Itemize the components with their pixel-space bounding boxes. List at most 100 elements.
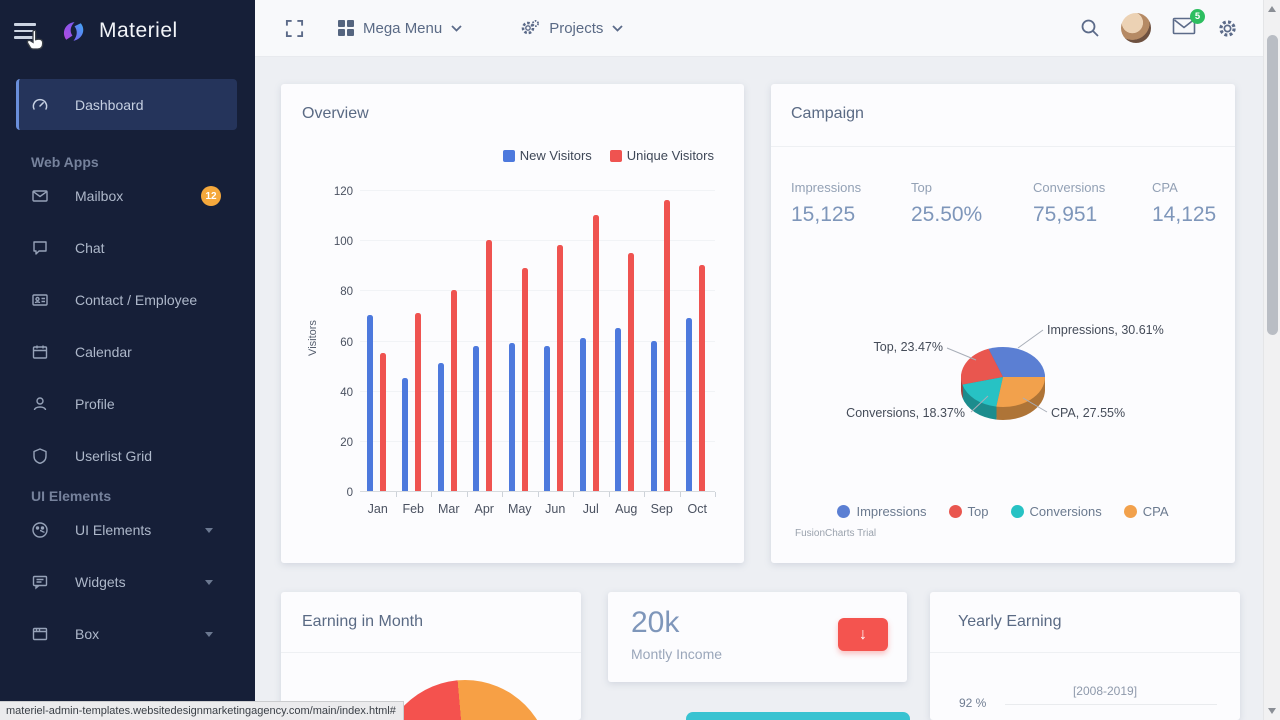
legend-item-top[interactable]: Top xyxy=(948,504,989,519)
gridline xyxy=(360,190,715,191)
bar-new-visitors xyxy=(402,378,409,491)
axis-tick xyxy=(537,492,539,497)
user-avatar[interactable] xyxy=(1121,13,1151,43)
fusioncharts-watermark[interactable]: FusionCharts Trial xyxy=(795,528,877,539)
sidebar-item-widgets[interactable]: Widgets xyxy=(0,556,255,608)
gridline xyxy=(360,440,715,442)
sidebar-item-userlist-grid[interactable]: Userlist Grid xyxy=(0,430,255,482)
sidebar-item-dashboard[interactable]: Dashboard xyxy=(16,79,237,130)
bar-unique-visitors xyxy=(521,267,528,491)
settings-gear-icon[interactable] xyxy=(1217,18,1238,39)
bar-unique-visitors xyxy=(699,265,706,491)
axis-tick xyxy=(608,492,610,497)
scroll-up-arrow[interactable] xyxy=(1268,6,1276,12)
divider xyxy=(281,652,581,653)
topbar: Mega Menu Projects 5 xyxy=(255,0,1263,57)
legend-label: New Visitors xyxy=(519,148,592,163)
stat-value: 75,951 xyxy=(1033,203,1098,226)
gridline xyxy=(1005,704,1217,705)
legend-item-cpa[interactable]: CPA xyxy=(1123,504,1169,519)
axis-tick xyxy=(573,492,574,497)
sidebar-item-label: Profile xyxy=(75,396,115,412)
overview-card: Overview New Visitors Unique Visitors Vi… xyxy=(281,84,744,563)
year-range-label: [2008-2019] xyxy=(1072,684,1138,698)
bar-chart-plot xyxy=(360,190,716,497)
x-tick-label: Mar xyxy=(437,502,460,516)
palette-icon xyxy=(32,522,48,538)
bar-unique-visitors xyxy=(486,240,493,491)
x-tick-label: Jun xyxy=(545,502,566,516)
legend-item-conversions[interactable]: Conversions xyxy=(1010,504,1102,519)
legend-label: Unique Visitors xyxy=(626,148,714,163)
scrollbar[interactable] xyxy=(1263,0,1280,720)
sidebar-item-label: Contact / Employee xyxy=(75,292,198,308)
bar-new-visitors xyxy=(544,345,551,491)
pie-label-impressions: Impressions, 30.61% xyxy=(1047,323,1164,337)
mega-menu-dropdown[interactable]: Mega Menu xyxy=(338,20,462,37)
fullscreen-icon[interactable] xyxy=(285,19,304,38)
search-icon[interactable] xyxy=(1080,18,1100,38)
mailbox-badge: 12 xyxy=(201,186,221,206)
stat-cpa: CPA 14,125 xyxy=(1152,180,1216,227)
axis-tick xyxy=(502,492,503,497)
sidebar-item-mailbox[interactable]: Mailbox 12 xyxy=(0,170,255,222)
gridline xyxy=(360,290,715,292)
sidebar-item-chat[interactable]: Chat xyxy=(0,222,255,274)
pie-chart xyxy=(946,329,1048,420)
messages-button[interactable]: 5 xyxy=(1172,8,1205,40)
sidebar-item-label: UI Elements xyxy=(75,522,152,538)
legend-item-new-visitors[interactable]: New Visitors xyxy=(502,148,592,163)
box-icon xyxy=(32,627,48,641)
legend-dot xyxy=(948,505,962,518)
gridline xyxy=(360,340,715,342)
grid-icon xyxy=(338,20,354,36)
stat-label: Impressions xyxy=(791,180,862,195)
brand-logo-icon xyxy=(63,21,84,41)
envelope-icon xyxy=(1172,17,1196,34)
yearly-card-title: Yearly Earning xyxy=(958,613,1062,630)
stat-label: Conversions xyxy=(1033,180,1106,195)
arrow-down-icon: ↓ xyxy=(859,625,867,643)
chevron-down-icon xyxy=(451,24,462,32)
sidebar-item-profile[interactable]: Profile xyxy=(0,378,255,430)
legend-item-unique-visitors[interactable]: Unique Visitors xyxy=(609,148,714,163)
yearly-earning-card: Yearly Earning [2008-2019] 92 % xyxy=(930,592,1240,720)
axis-tick xyxy=(679,492,681,497)
dashboard-icon xyxy=(32,98,48,110)
y-tick-label: 20 xyxy=(340,436,353,449)
legend-swatch xyxy=(609,149,622,162)
x-tick-label: Feb xyxy=(402,502,425,516)
bar-new-visitors xyxy=(366,315,373,491)
bar-unique-visitors xyxy=(415,312,422,491)
legend-swatch xyxy=(502,149,515,162)
download-button[interactable]: ↓ xyxy=(838,618,888,651)
mailbox-icon xyxy=(32,190,48,202)
sidebar-item-contact-employee[interactable]: Contact / Employee xyxy=(0,274,255,326)
scrollbar-thumb[interactable] xyxy=(1267,35,1278,335)
scroll-down-arrow[interactable] xyxy=(1268,708,1276,714)
hamburger-menu-icon[interactable] xyxy=(14,19,38,43)
chart-legend: New Visitors Unique Visitors xyxy=(502,148,714,163)
sidebar-item-label: Calendar xyxy=(75,344,132,360)
status-bar-url: materiel-admin-templates.websitedesignma… xyxy=(0,701,404,720)
bar-new-visitors xyxy=(615,327,622,491)
messages-badge: 5 xyxy=(1190,8,1205,24)
sidebar-item-label: Mailbox xyxy=(75,188,124,204)
sidebar-item-label: Widgets xyxy=(75,574,126,590)
legend-item-impressions[interactable]: Impressions xyxy=(837,504,927,519)
sidebar-section-web-apps: Web Apps xyxy=(31,154,99,170)
income-value: 20k xyxy=(631,606,680,639)
shield-icon xyxy=(33,448,47,464)
sidebar-item-calendar[interactable]: Calendar xyxy=(0,326,255,378)
sidebar-item-label: Chat xyxy=(75,240,105,256)
sidebar-item-ui-elements[interactable]: UI Elements xyxy=(0,504,255,556)
chat-icon xyxy=(33,241,47,255)
stat-value: 15,125 xyxy=(791,203,856,226)
sidebar-item-label: Dashboard xyxy=(75,96,144,113)
chevron-down-icon xyxy=(205,631,213,637)
projects-dropdown[interactable]: Projects xyxy=(520,18,624,38)
stat-value: 14,125 xyxy=(1152,203,1217,226)
legend-dot xyxy=(1010,505,1024,518)
sidebar-item-box[interactable]: Box xyxy=(0,608,255,660)
calendar-icon xyxy=(32,345,48,359)
